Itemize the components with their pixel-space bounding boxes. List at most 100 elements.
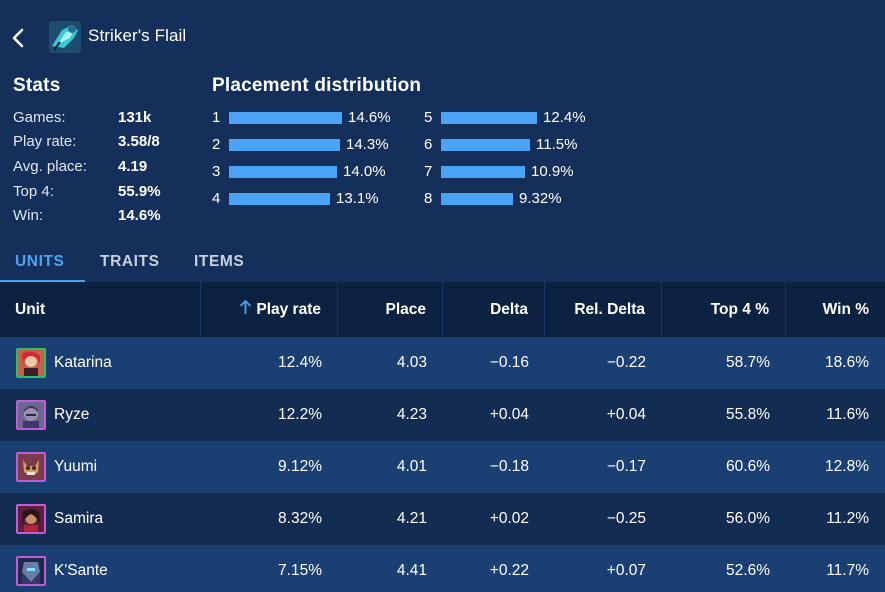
stat-value: 14.6%: [118, 207, 161, 225]
column-header-unit[interactable]: Unit: [0, 282, 201, 337]
place-cell: 4.21: [396, 510, 427, 527]
placement-row: 5 12.4%: [424, 104, 586, 131]
column-label: Win %: [822, 300, 869, 318]
stat-avg-place: Avg. place: 4.19: [13, 154, 161, 179]
win-cell: 11.7%: [826, 562, 869, 579]
tab-items[interactable]: ITEMS: [194, 253, 245, 270]
delta-cell: −0.16: [489, 354, 529, 371]
place-cell: 4.41: [396, 562, 427, 579]
placement-row: 4 13.1%: [212, 185, 391, 212]
unit-cell[interactable]: K'Sante: [0, 545, 201, 592]
top4-cell: 52.6%: [726, 562, 770, 579]
win-cell: 11.6%: [826, 406, 869, 423]
win-cell: 11.2%: [826, 510, 869, 527]
placement-row: 6 11.5%: [424, 131, 586, 158]
play-rate-cell: 12.4%: [278, 354, 322, 371]
placement-rank: 7: [424, 163, 433, 180]
placement-bar: [229, 138, 340, 151]
unit-name: Ryze: [54, 406, 90, 423]
arrow-up-icon: [239, 299, 252, 320]
placement-value: 9.32%: [519, 190, 562, 207]
rel-delta-cell: −0.25: [606, 510, 646, 527]
stats-heading: Stats: [13, 75, 61, 96]
unit-cell[interactable]: Ryze: [0, 389, 201, 441]
table-row[interactable]: Katarina 12.4% 4.03 −0.16 −0.22 58.7% 18…: [0, 337, 885, 389]
stat-value: 3.58/8: [118, 133, 160, 151]
placement-value: 10.9%: [531, 163, 574, 180]
rel-delta-cell: +0.04: [606, 406, 646, 423]
table-row[interactable]: Samira 8.32% 4.21 +0.02 −0.25 56.0% 11.2…: [0, 493, 885, 545]
table-row[interactable]: Yuumi 9.12% 4.01 −0.18 −0.17 60.6% 12.8%: [0, 441, 885, 493]
rel-delta-cell: −0.22: [606, 354, 646, 371]
column-header-top4[interactable]: Top 4 %: [662, 282, 786, 337]
place-cell: 4.23: [396, 406, 427, 423]
item-title: Striker's Flail: [88, 26, 187, 45]
top4-cell: 55.8%: [726, 406, 770, 423]
unit-name: Samira: [54, 510, 104, 527]
placement-row: 1 14.6%: [212, 104, 391, 131]
place-cell: 4.03: [396, 354, 427, 371]
stat-win: Win: 14.6%: [13, 203, 161, 228]
column-header-win[interactable]: Win %: [786, 282, 885, 337]
placement-value: 11.5%: [536, 136, 578, 153]
placement-column-left: 1 14.6% 2 14.3% 3 14.0% 4 13.1%: [212, 104, 391, 212]
placement-value: 13.1%: [336, 190, 379, 207]
top4-cell: 56.0%: [726, 510, 770, 527]
play-rate-cell: 7.15%: [278, 562, 322, 579]
placement-row: 7 10.9%: [424, 158, 586, 185]
tab-traits[interactable]: TRAITS: [100, 253, 160, 270]
column-header-delta[interactable]: Delta: [443, 282, 545, 337]
column-header-rel-delta[interactable]: Rel. Delta: [545, 282, 662, 337]
column-header-play-rate[interactable]: Play rate: [201, 282, 338, 337]
stat-value: 131k: [118, 108, 152, 126]
placement-rank: 5: [424, 109, 433, 126]
delta-cell: +0.02: [489, 510, 529, 527]
placement-bar: [441, 192, 513, 205]
unit-cell[interactable]: Katarina: [0, 337, 201, 389]
play-rate-cell: 12.2%: [278, 406, 322, 423]
active-tab-indicator: [0, 280, 85, 283]
placement-rank: 4: [212, 190, 221, 207]
placement-value: 14.3%: [346, 136, 389, 153]
chevron-left-icon[interactable]: [8, 24, 28, 52]
placement-bar: [229, 165, 337, 178]
win-cell: 18.6%: [825, 354, 869, 371]
stat-value: 55.9%: [118, 182, 161, 200]
placement-column-right: 5 12.4% 6 11.5% 7 10.9% 8 9.32%: [424, 104, 586, 212]
placement-bar: [441, 138, 530, 151]
table-row[interactable]: K'Sante 7.15% 4.41 +0.22 +0.07 52.6% 11.…: [0, 545, 885, 592]
rel-delta-cell: −0.17: [606, 458, 646, 475]
placement-bar: [441, 111, 537, 124]
yuumi-portrait: [16, 452, 46, 482]
placement-heading: Placement distribution: [212, 75, 422, 96]
column-header-place[interactable]: Place: [338, 282, 443, 337]
rel-delta-cell: +0.07: [606, 562, 646, 579]
placement-row: 8 9.32%: [424, 185, 586, 212]
column-label: Top 4 %: [710, 300, 769, 318]
column-label: Place: [385, 300, 426, 318]
place-cell: 4.01: [396, 458, 427, 475]
placement-value: 14.0%: [343, 163, 386, 180]
page-header: Striker's Flail: [0, 0, 885, 70]
column-label: Unit: [15, 300, 46, 318]
placement-value: 14.6%: [348, 109, 391, 126]
placement-bar: [229, 111, 342, 124]
delta-cell: −0.18: [489, 458, 529, 475]
back-button[interactable]: [8, 24, 28, 52]
table-row[interactable]: Ryze 12.2% 4.23 +0.04 +0.04 55.8% 11.6%: [0, 389, 885, 441]
play-rate-cell: 9.12%: [278, 458, 322, 475]
tab-units[interactable]: UNITS: [15, 253, 65, 270]
stat-label: Win:: [13, 207, 43, 225]
placement-bar: [441, 165, 525, 178]
placement-rank: 3: [212, 163, 221, 180]
unit-name: K'Sante: [54, 562, 108, 579]
placement-bar: [229, 192, 330, 205]
units-table: Unit Play rate Place Delta Rel. Delta To…: [0, 282, 885, 592]
unit-name: Yuumi: [54, 458, 98, 475]
tab-bar: UNITS TRAITS ITEMS: [0, 244, 885, 283]
unit-cell[interactable]: Samira: [0, 493, 201, 545]
unit-name: Katarina: [54, 354, 112, 371]
win-cell: 12.8%: [825, 458, 869, 475]
delta-cell: +0.04: [489, 406, 529, 423]
unit-cell[interactable]: Yuumi: [0, 441, 201, 493]
